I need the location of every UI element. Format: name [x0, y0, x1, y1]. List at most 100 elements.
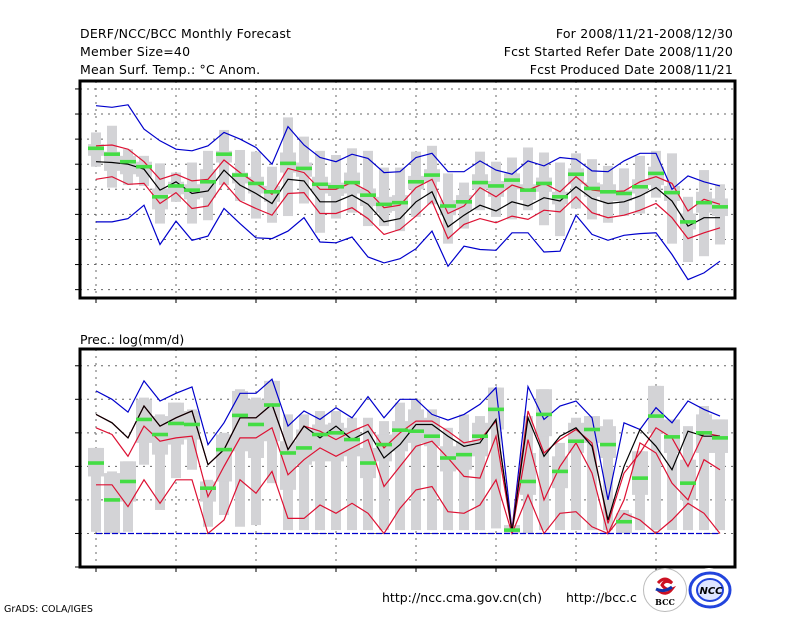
median-marker — [488, 407, 504, 412]
median-marker — [536, 181, 552, 186]
median-marker — [248, 422, 264, 427]
quartile-box — [600, 426, 616, 458]
median-marker — [168, 421, 184, 426]
precipitation-variable-label: Prec.: log(mm/d) — [80, 332, 184, 347]
quartile-box — [152, 188, 168, 210]
quartile-box — [488, 180, 504, 197]
median-marker — [456, 200, 472, 204]
median-marker — [552, 195, 568, 199]
whisker-bar — [699, 406, 709, 531]
whisker-bar — [331, 411, 341, 531]
series-line-mean_lower — [95, 425, 721, 536]
ncc-url-link[interactable]: http://ncc.cma.gov.cn(ch) — [382, 590, 542, 605]
quartile-box — [616, 190, 632, 201]
whisker-bar — [299, 414, 309, 531]
ncc-logo: NCC — [688, 568, 732, 610]
bcc-url-link[interactable]: http://bcc.c — [566, 590, 637, 605]
quartile-box — [104, 151, 120, 171]
quartile-box — [408, 409, 424, 443]
median-marker — [120, 479, 136, 484]
precipitation-chart — [75, 347, 737, 572]
median-marker — [360, 461, 376, 465]
whisker-bar — [443, 427, 453, 531]
plot-frame — [78, 79, 737, 300]
median-marker — [584, 427, 600, 432]
whisker-bar — [651, 385, 661, 531]
quartile-box — [232, 172, 248, 184]
median-marker — [392, 428, 408, 432]
whisker-bar — [715, 419, 725, 531]
whisker-bar — [523, 147, 533, 211]
median-marker — [120, 159, 136, 164]
svg-text:NCC: NCC — [699, 586, 723, 597]
median-marker — [504, 178, 520, 182]
whisker-bar — [539, 389, 549, 531]
quartile-box — [328, 422, 344, 462]
median-marker — [632, 476, 648, 480]
median-marker — [520, 479, 536, 484]
quartile-box — [344, 427, 360, 457]
whisker-bar — [459, 414, 469, 531]
whisker-bar — [91, 447, 101, 532]
ncc-logo-icon: NCC — [688, 571, 732, 609]
whisker-bar — [667, 419, 677, 531]
whisker-bar — [251, 397, 261, 526]
median-marker — [328, 184, 344, 189]
median-marker — [136, 164, 152, 169]
median-marker — [264, 403, 280, 407]
median-marker — [568, 172, 584, 177]
forecast-period-label: For 2008/11/21-2008/12/30 — [555, 26, 733, 41]
median-marker — [536, 412, 552, 417]
median-marker — [328, 431, 344, 435]
median-marker — [200, 179, 216, 184]
median-marker — [488, 184, 504, 188]
whisker-bar — [603, 419, 613, 531]
median-marker — [648, 171, 664, 176]
whisker-bar — [315, 411, 325, 531]
whisker-bar — [427, 409, 437, 531]
median-marker — [712, 205, 728, 209]
median-marker — [344, 180, 360, 185]
median-marker — [440, 204, 456, 208]
bcc-logo-icon: BCC — [655, 577, 677, 607]
median-marker — [312, 182, 328, 187]
median-marker — [616, 519, 632, 524]
quartile-box — [392, 421, 408, 452]
quartile-box — [648, 385, 664, 433]
median-marker — [712, 436, 728, 440]
forecast-produced-label: Fcst Produced Date 2008/11/21 — [529, 62, 733, 77]
median-marker — [664, 435, 680, 439]
median-marker — [152, 195, 168, 199]
temperature-variable-label: Mean Surf. Temp.: °C Anom. — [80, 62, 261, 77]
quartile-box — [264, 380, 280, 442]
median-marker — [376, 202, 392, 207]
median-marker — [88, 146, 104, 151]
median-marker — [88, 461, 104, 465]
median-marker — [280, 161, 296, 166]
median-marker — [232, 173, 248, 177]
whisker-bar — [571, 417, 581, 531]
quartile-box — [120, 155, 136, 175]
series-line-mean — [95, 403, 720, 532]
median-marker — [216, 447, 232, 452]
median-marker — [552, 469, 568, 474]
median-marker — [680, 481, 696, 485]
median-marker — [232, 413, 248, 418]
bcc-logo: BCC — [643, 568, 687, 612]
median-marker — [472, 434, 488, 438]
median-marker — [568, 439, 584, 444]
plot-frame — [78, 347, 737, 569]
median-marker — [600, 189, 616, 194]
median-marker — [280, 451, 296, 455]
median-marker — [664, 190, 680, 195]
grads-credit: GrADS: COLA/IGES — [4, 604, 93, 615]
forecast-started-label: Fcst Started Refer Date 2008/11/20 — [503, 44, 733, 59]
median-marker — [680, 220, 696, 224]
median-marker — [344, 437, 360, 442]
median-marker — [392, 200, 408, 205]
median-marker — [696, 200, 712, 205]
median-marker — [696, 431, 712, 435]
quartile-box — [520, 184, 536, 201]
median-marker — [648, 414, 664, 418]
series-line-max — [95, 104, 721, 191]
